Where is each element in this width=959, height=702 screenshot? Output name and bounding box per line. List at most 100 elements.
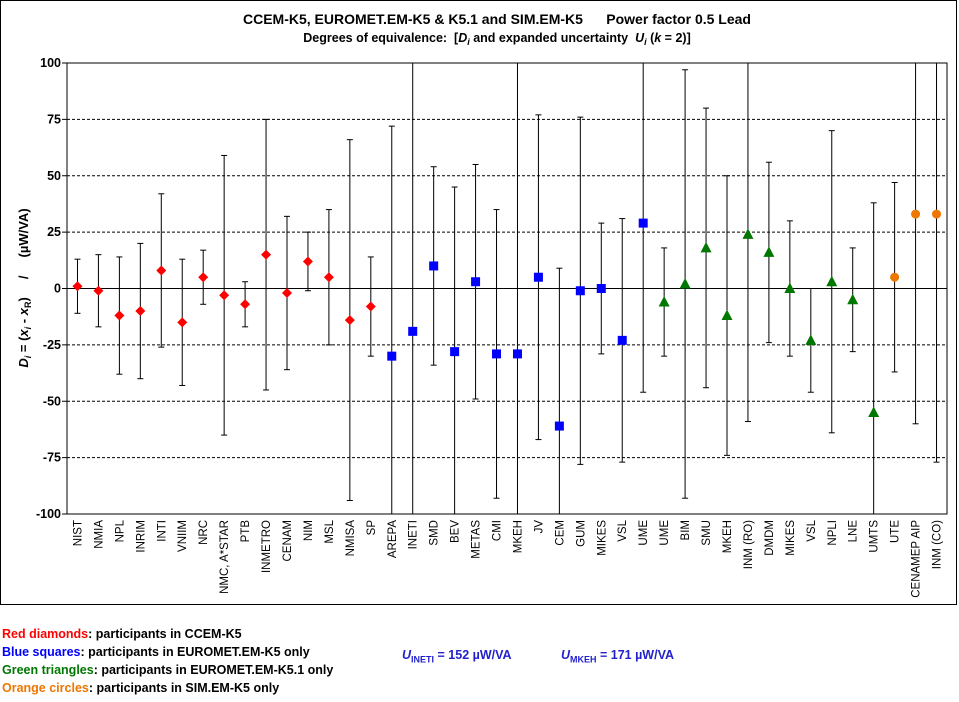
svg-text:MKEH: MKEH <box>722 520 734 553</box>
x-tick-label: INMETRO <box>261 520 273 573</box>
legend-orange-key: Orange circles <box>2 681 89 695</box>
x-tick-label: NPLI <box>827 520 839 546</box>
svg-text:NMIA: NMIA <box>93 520 105 549</box>
svg-text:INRIM: INRIM <box>135 520 147 553</box>
x-tick-label: BEV <box>450 520 462 543</box>
legend-orange-text: : participants in SIM.EM-K5 only <box>88 681 280 695</box>
x-tick-label: INTI <box>156 520 168 542</box>
x-tick-label: MSL <box>324 519 336 543</box>
y-tick-label: 50 <box>47 169 61 183</box>
data-point-square <box>387 351 397 361</box>
x-tick-label: AREPA <box>387 520 399 558</box>
svg-text:LNE: LNE <box>848 520 860 543</box>
x-tick-label: NIST <box>72 520 84 546</box>
data-point-diamond <box>219 290 230 301</box>
svg-text:NPL: NPL <box>114 519 126 542</box>
data-point-square <box>512 349 522 359</box>
y-tick-label: 0 <box>54 282 61 296</box>
data-point-diamond <box>302 256 313 267</box>
x-tick-label: NRC <box>198 520 210 545</box>
x-tick-label: BIM <box>680 520 692 540</box>
ineti-uncertainty-note: UINETI = 152 µW/VA <box>402 648 512 665</box>
legend-blue-key: Blue squares <box>2 645 81 659</box>
svg-text:SMU: SMU <box>701 520 713 546</box>
data-point-square <box>596 284 606 293</box>
chart-subtitle: Degrees of equivalence: [Di and expanded… <box>303 31 690 47</box>
data-point-square <box>492 349 502 359</box>
svg-text:NRC: NRC <box>198 520 210 545</box>
svg-text:PTB: PTB <box>240 520 252 543</box>
x-tick-label: INRIM <box>135 520 147 553</box>
svg-text:METAS: METAS <box>471 520 483 559</box>
svg-text:BEV: BEV <box>450 520 462 543</box>
x-tick-label: INM (CO) <box>932 520 944 569</box>
svg-text:NPLI: NPLI <box>827 520 839 546</box>
svg-text:UMTS: UMTS <box>869 520 881 553</box>
data-point-circle <box>932 209 942 219</box>
svg-text:INM (CO): INM (CO) <box>932 520 944 569</box>
svg-text:NMC, A*STAR: NMC, A*STAR <box>219 520 231 594</box>
data-point-square <box>408 326 418 336</box>
data-point-diamond <box>323 272 334 283</box>
x-tick-label: UMTS <box>869 520 881 553</box>
y-tick-label: -75 <box>43 451 61 465</box>
svg-text:SP: SP <box>366 520 378 536</box>
svg-text:MIKES: MIKES <box>596 520 608 556</box>
svg-text:CENAM: CENAM <box>282 520 294 562</box>
x-tick-label: METAS <box>471 520 483 559</box>
x-tick-label: UME <box>659 520 671 546</box>
x-tick-label: NMISA <box>345 520 357 557</box>
data-point-diamond <box>240 299 251 310</box>
y-tick-label: -50 <box>43 394 61 408</box>
data-point-diamond <box>344 315 355 326</box>
x-tick-label: MKEH <box>722 520 734 553</box>
data-point-triangle <box>700 241 712 253</box>
data-point-triangle <box>826 275 838 287</box>
data-point-circle <box>890 272 900 282</box>
svg-text:NIM: NIM <box>303 520 315 541</box>
legend-red-text: : participants in CCEM-K5 <box>88 627 242 641</box>
svg-text:JV: JV <box>533 520 545 534</box>
x-tick-label: CENAM <box>282 520 294 562</box>
data-point-triangle <box>868 406 880 418</box>
x-tick-label: SMU <box>701 520 713 546</box>
x-tick-label: MIKES <box>785 520 797 556</box>
y-tick-label: 75 <box>47 112 61 126</box>
svg-text:MIKES: MIKES <box>785 520 797 556</box>
data-point-square <box>450 347 460 357</box>
data-point-triangle <box>679 277 691 289</box>
x-tick-label: PTB <box>240 520 252 543</box>
x-tick-label: CEM <box>554 520 566 546</box>
x-tick-label: SMD <box>429 520 441 546</box>
data-point-triangle <box>763 246 775 257</box>
data-point-circle <box>911 209 921 219</box>
data-point-diamond <box>93 285 104 296</box>
x-tick-label: NIM <box>303 520 315 541</box>
data-point-diamond <box>156 265 167 276</box>
x-tick-label: CMI <box>492 520 504 541</box>
svg-text:BIM: BIM <box>680 520 692 540</box>
legend-green-text: : participants in EUROMET.EM-K5.1 only <box>93 663 334 677</box>
svg-text:INMETRO: INMETRO <box>261 520 273 573</box>
legend-blue: Blue squares: participants in EUROMET.EM… <box>2 645 310 659</box>
svg-text:NIST: NIST <box>72 520 84 546</box>
data-point-diamond <box>365 301 376 312</box>
svg-text:AREPA: AREPA <box>387 520 399 558</box>
svg-text:Di = (xi - xR) / (µW/V: Di = (xi - xR) / (µW/VA) <box>16 208 33 367</box>
data-point-diamond <box>177 317 188 328</box>
data-point-square <box>554 421 564 431</box>
data-point-square <box>429 261 439 271</box>
svg-text:INTI: INTI <box>156 520 168 542</box>
x-tick-label: VNIIM <box>177 520 189 552</box>
legend-orange: Orange circles: participants in SIM.EM-K… <box>2 681 279 695</box>
y-tick-label: 100 <box>40 56 61 70</box>
svg-text:UTE: UTE <box>890 520 902 543</box>
data-point-triangle <box>721 309 733 321</box>
mkeh-uncertainty-note: UMKEH = 171 µW/VA <box>561 648 675 665</box>
legend-red: Red diamonds: participants in CCEM-K5 <box>2 627 242 641</box>
plot-area <box>66 62 948 515</box>
x-tick-label: SP <box>366 520 378 536</box>
x-tick-label: VSL <box>617 519 629 541</box>
x-tick-label: MIKES <box>596 520 608 556</box>
svg-text:VSL: VSL <box>806 519 818 541</box>
